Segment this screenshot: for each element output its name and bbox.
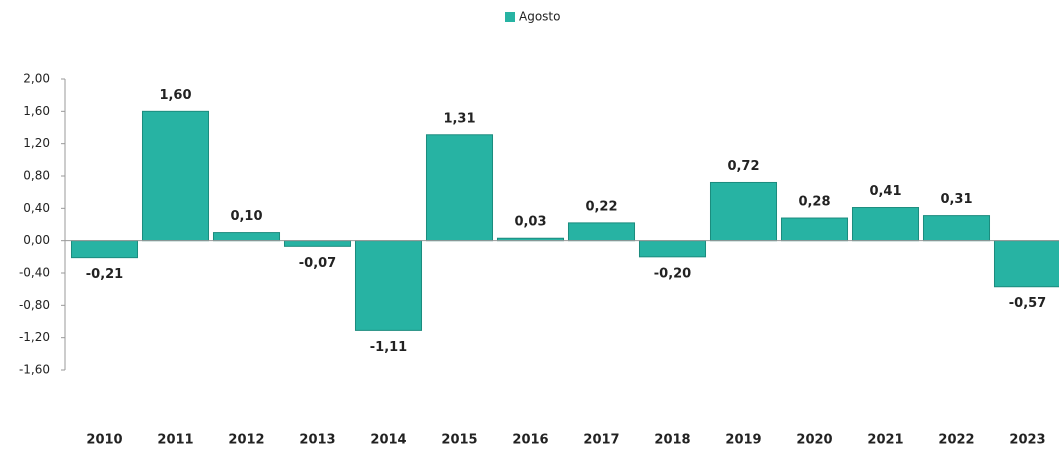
x-tick-label: 2017: [583, 433, 619, 448]
data-label: 0,31: [940, 192, 972, 207]
bar: [780, 217, 849, 242]
data-label: -0,07: [299, 256, 336, 271]
data-label: 0,28: [798, 195, 830, 210]
x-tick-label: 2022: [938, 433, 974, 448]
data-label: 1,31: [443, 111, 475, 126]
data-label: -0,57: [1009, 296, 1046, 311]
bar: [922, 215, 991, 242]
data-label: -0,20: [654, 266, 691, 281]
x-tick-label: 2015: [441, 433, 477, 448]
data-label: 0,03: [514, 215, 546, 230]
bar: [851, 207, 920, 242]
y-tick-label: 0,80: [23, 169, 50, 183]
y-tick-label: 1,60: [23, 104, 50, 118]
bar: [709, 181, 778, 242]
x-tick-label: 2023: [1009, 433, 1045, 448]
y-tick-label: 0,00: [23, 233, 50, 247]
y-tick-label: 2,00: [23, 72, 50, 86]
bar: [354, 240, 423, 331]
bar: [141, 110, 210, 242]
y-tick-label: -1,20: [19, 330, 50, 344]
y-tick-label: -1,60: [19, 363, 50, 377]
data-label: -0,21: [86, 267, 123, 282]
y-tick-label: -0,40: [19, 266, 50, 280]
x-tick-label: 2014: [370, 433, 406, 448]
bar: [638, 240, 707, 258]
x-tick-label: 2016: [512, 433, 548, 448]
x-tick-label: 2021: [867, 433, 903, 448]
legend-label: Agosto: [519, 10, 560, 24]
x-tick-label: 2020: [796, 433, 832, 448]
bar: [425, 134, 494, 242]
x-tick-label: 2019: [725, 433, 761, 448]
x-tick-label: 2013: [299, 433, 335, 448]
data-label: 0,41: [869, 184, 901, 199]
x-tick-label: 2012: [228, 433, 264, 448]
y-tick-label: 1,20: [23, 136, 50, 150]
data-label: 1,60: [159, 88, 191, 103]
data-label: 0,72: [727, 159, 759, 174]
x-tick-label: 2010: [86, 433, 122, 448]
data-label: 0,22: [585, 199, 617, 214]
legend-swatch: [505, 12, 515, 22]
data-label: -1,11: [370, 340, 407, 355]
y-tick-label: 0,40: [23, 201, 50, 215]
data-label: 0,10: [230, 209, 262, 224]
bar: [212, 232, 281, 242]
y-tick-label: -0,80: [19, 298, 50, 312]
x-tick-label: 2018: [654, 433, 690, 448]
bar: [993, 240, 1059, 288]
x-tick-label: 2011: [157, 433, 193, 448]
bar: [567, 222, 636, 242]
bar: [70, 240, 139, 259]
bar: [283, 240, 352, 247]
